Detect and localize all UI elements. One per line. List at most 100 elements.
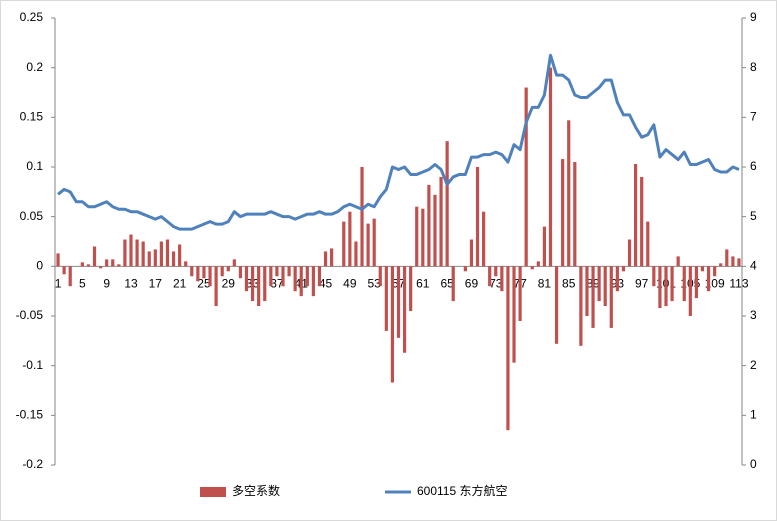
bar xyxy=(92,246,97,267)
bar xyxy=(80,262,84,267)
x-tick-label: 97 xyxy=(635,277,649,291)
bar xyxy=(348,211,352,267)
bar xyxy=(670,266,674,302)
x-tick-label: 69 xyxy=(465,277,479,291)
bar xyxy=(281,266,285,287)
bar xyxy=(700,266,705,272)
bar xyxy=(342,221,346,267)
bar xyxy=(658,266,662,309)
bar xyxy=(402,266,407,353)
x-tick-label: 49 xyxy=(343,277,357,291)
bar xyxy=(190,266,194,277)
bar xyxy=(153,249,157,267)
bar xyxy=(597,266,601,302)
bar xyxy=(171,251,176,267)
bar xyxy=(451,266,455,302)
bar xyxy=(433,194,437,267)
bar xyxy=(676,256,680,267)
legend-label: 600115 东方航空 xyxy=(417,483,508,498)
x-tick-label: 61 xyxy=(416,277,430,291)
bar xyxy=(378,266,382,287)
y2-tick-label: 6 xyxy=(750,159,757,173)
bar xyxy=(390,266,395,383)
bar xyxy=(634,164,638,267)
bar xyxy=(317,266,322,287)
bar xyxy=(725,249,729,267)
bar xyxy=(445,141,449,267)
bar xyxy=(719,263,723,267)
y-tick-label: -0.15 xyxy=(16,408,44,422)
x-tick-label: 9 xyxy=(103,277,110,291)
bar xyxy=(731,256,735,267)
x-tick-label: 113 xyxy=(729,277,748,291)
y2-tick-label: 7 xyxy=(750,110,757,124)
bar xyxy=(640,176,644,267)
bar xyxy=(664,266,668,307)
y-tick-label: 0.15 xyxy=(20,110,44,124)
y-tick-label: -0.2 xyxy=(22,457,43,471)
bar xyxy=(232,259,236,267)
bar xyxy=(384,266,388,331)
bar xyxy=(621,266,626,272)
y2-tick-label: 3 xyxy=(750,308,757,322)
bar xyxy=(652,266,656,287)
bar xyxy=(323,251,328,267)
bar xyxy=(524,87,528,267)
y-tick-label: -0.05 xyxy=(16,308,44,322)
bar xyxy=(214,266,218,307)
bar xyxy=(439,176,443,267)
bar xyxy=(646,221,650,267)
y-tick-label: 0.1 xyxy=(26,159,43,173)
bar xyxy=(603,266,607,307)
bar xyxy=(56,253,60,267)
bar xyxy=(482,211,486,267)
x-tick-label: 81 xyxy=(538,277,552,291)
bar xyxy=(561,159,565,267)
bar xyxy=(159,241,163,267)
bar xyxy=(68,266,72,287)
bar xyxy=(105,259,109,267)
bar xyxy=(427,184,431,267)
x-tick-label: 21 xyxy=(173,277,187,291)
bar xyxy=(706,266,711,292)
line xyxy=(57,53,740,231)
bar xyxy=(409,266,413,312)
x-tick-label: 73 xyxy=(489,277,503,291)
y-tick-label: 0.25 xyxy=(20,10,44,24)
y-tick-label: 0.05 xyxy=(20,209,44,223)
x-tick-label: 13 xyxy=(124,277,138,291)
bar xyxy=(293,266,297,292)
bar xyxy=(184,261,188,267)
bar xyxy=(694,266,699,299)
bar xyxy=(244,266,249,292)
y2-tick-label: 1 xyxy=(750,408,757,422)
bar xyxy=(238,266,243,279)
legend-swatch xyxy=(200,487,226,497)
bar xyxy=(530,266,534,270)
bar xyxy=(591,266,595,328)
bar xyxy=(372,218,376,267)
bar xyxy=(196,266,200,282)
bar xyxy=(396,266,401,338)
y2-tick-label: 4 xyxy=(750,259,757,273)
bar xyxy=(682,266,686,302)
bar xyxy=(135,239,139,267)
bar xyxy=(111,259,115,267)
y2-tick-label: 8 xyxy=(750,60,757,74)
bar xyxy=(226,266,230,272)
bar xyxy=(469,239,474,267)
bar xyxy=(275,266,279,277)
bar xyxy=(202,266,206,279)
x-tick-label: 65 xyxy=(440,277,454,291)
bar xyxy=(62,266,66,275)
bar xyxy=(330,248,334,267)
bar xyxy=(554,266,559,344)
bar xyxy=(305,266,309,287)
bar xyxy=(147,251,151,267)
x-tick-label: 53 xyxy=(368,277,382,291)
bar xyxy=(463,266,467,272)
x-tick-label: 85 xyxy=(562,277,576,291)
bar xyxy=(518,266,522,321)
x-tick-label: 5 xyxy=(79,277,86,291)
